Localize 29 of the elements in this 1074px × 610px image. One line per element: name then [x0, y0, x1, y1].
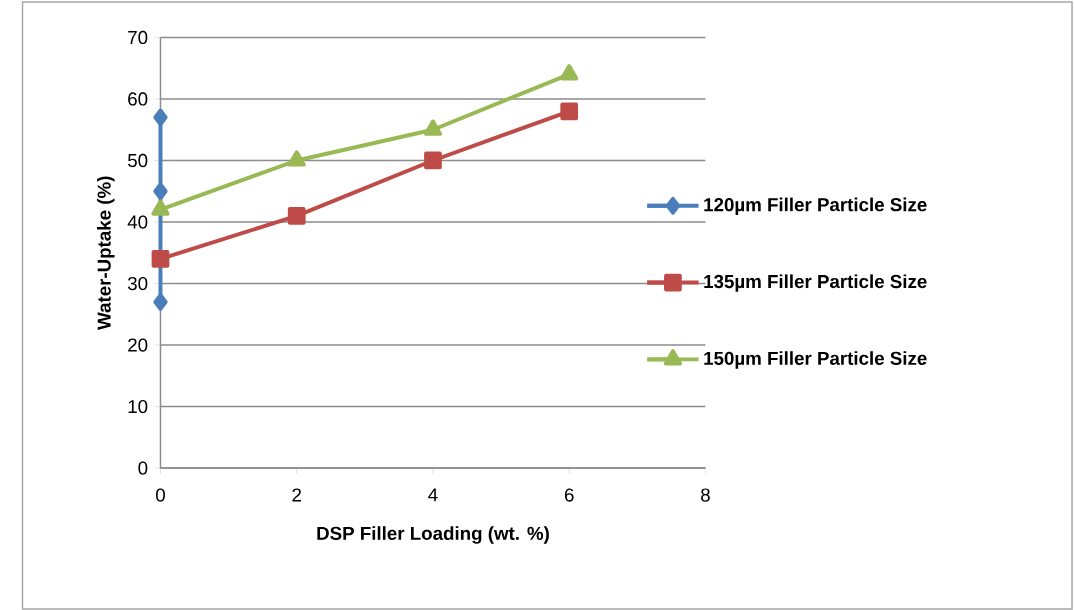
point	[151, 250, 170, 268]
point	[424, 151, 442, 170]
x-axis-title: DSP Filler Loading (wt. %)	[317, 526, 549, 544]
y-tick-label: 70	[128, 30, 148, 45]
point	[560, 102, 579, 121]
legend-label: 150µm Filler Particle Size	[704, 351, 927, 369]
y-axis-title: Water-Uptake (%)	[97, 176, 115, 330]
x-tick-label: 4	[428, 488, 438, 502]
legend-label: 135µm Filler Particle Size	[704, 274, 927, 292]
point	[287, 150, 306, 167]
y-tick-label: 50	[127, 153, 148, 168]
y-tick-label: 0	[138, 461, 148, 475]
y-tick-label: 20	[128, 338, 148, 352]
point	[153, 108, 168, 127]
x-tick-label: 0	[156, 488, 165, 502]
legend-label: 120µm Filler Particle Size	[704, 197, 927, 216]
y-tick-label: 40	[127, 215, 148, 229]
y-tick-label: 30	[127, 276, 148, 291]
point	[151, 199, 170, 216]
x-tick-label: 2	[292, 488, 301, 502]
y-tick-label: 60	[128, 92, 148, 106]
point	[560, 64, 579, 81]
point	[287, 207, 306, 225]
y-tick-label: 10	[128, 399, 148, 414]
point	[153, 293, 168, 311]
x-tick-label: 8	[701, 488, 710, 502]
point	[153, 182, 168, 201]
point	[423, 119, 443, 136]
x-tick-label: 6	[564, 488, 574, 502]
